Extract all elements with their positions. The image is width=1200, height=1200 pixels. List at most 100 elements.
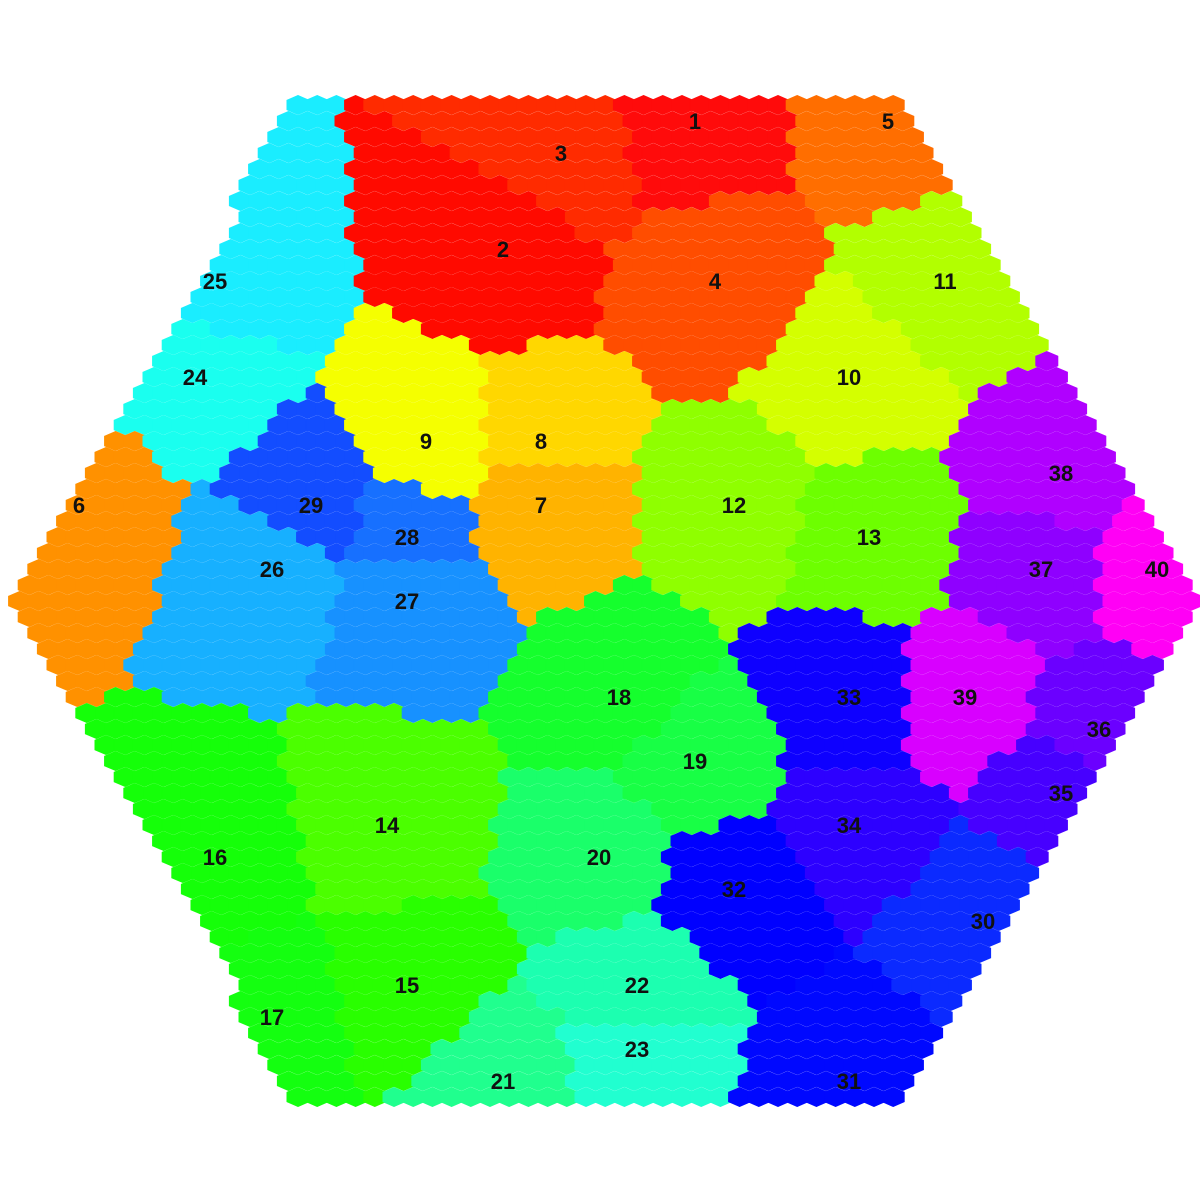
region-label-9: 9 xyxy=(420,429,432,454)
hex-cell-region-30 xyxy=(939,990,963,1012)
region-label-4: 4 xyxy=(709,269,722,294)
hex-cell-region-31 xyxy=(900,1054,924,1076)
hex-cell-region-35 xyxy=(1035,830,1059,852)
hex-cell-region-30 xyxy=(1006,878,1030,900)
hex-cell-region-38 xyxy=(1035,350,1059,372)
region-label-38: 38 xyxy=(1049,461,1073,486)
hex-cell-region-40 xyxy=(1179,590,1200,612)
hex-cell-region-40 xyxy=(1150,542,1174,564)
hex-cell-region-11 xyxy=(987,270,1011,292)
hex-cell-region-40 xyxy=(1169,574,1193,596)
region-label-37: 37 xyxy=(1029,557,1053,582)
hex-cells xyxy=(8,94,1200,1108)
hex-cell-region-5 xyxy=(881,94,905,116)
hex-cell-region-40 xyxy=(1140,526,1164,548)
hex-cell-region-36 xyxy=(1140,654,1164,676)
hex-cell-region-30 xyxy=(948,974,972,996)
region-label-33: 33 xyxy=(837,685,861,710)
region-label-23: 23 xyxy=(625,1037,649,1062)
hex-cell-region-40 xyxy=(1160,558,1184,580)
hex-cell-region-36 xyxy=(1121,686,1145,708)
hex-cell-region-40 xyxy=(1150,638,1174,660)
hex-cell-region-35 xyxy=(1025,846,1049,868)
hex-cell-region-30 xyxy=(1016,862,1040,884)
region-label-3: 3 xyxy=(555,141,567,166)
hex-cell-region-11 xyxy=(939,190,963,212)
hex-cell-region-30 xyxy=(968,942,992,964)
hex-cell-region-38 xyxy=(1083,430,1107,452)
hex-cell-region-30 xyxy=(958,958,982,980)
region-label-24: 24 xyxy=(183,365,208,390)
hex-cell-region-40 xyxy=(1121,494,1145,516)
region-label-7: 7 xyxy=(535,493,547,518)
hex-cell-region-38 xyxy=(1102,462,1126,484)
hex-cell-region-38 xyxy=(1054,382,1078,404)
hex-cell-region-35 xyxy=(1064,782,1088,804)
hex-cell-region-31 xyxy=(891,1070,915,1092)
region-label-16: 16 xyxy=(203,845,227,870)
hex-cell-region-36 xyxy=(1083,750,1107,772)
region-label-6: 6 xyxy=(73,493,85,518)
region-label-17: 17 xyxy=(260,1005,284,1030)
hex-cell-region-40 xyxy=(1131,510,1155,532)
hex-cell-region-38 xyxy=(1064,398,1088,420)
region-label-21: 21 xyxy=(491,1069,515,1094)
region-label-5: 5 xyxy=(882,109,894,134)
region-label-30: 30 xyxy=(971,909,995,934)
hex-cell-region-5 xyxy=(920,158,944,180)
hex-cell-region-11 xyxy=(1016,318,1040,340)
hex-cell-region-11 xyxy=(948,206,972,228)
region-label-28: 28 xyxy=(395,525,419,550)
hex-cell-region-30 xyxy=(929,1006,953,1028)
hex-cell-region-35 xyxy=(1044,814,1068,836)
region-label-20: 20 xyxy=(587,845,611,870)
hex-cell-region-35 xyxy=(1054,798,1078,820)
region-label-39: 39 xyxy=(953,685,977,710)
hex-cell-region-5 xyxy=(900,126,924,148)
hex-cell-region-30 xyxy=(987,910,1011,932)
region-label-13: 13 xyxy=(857,525,881,550)
region-label-36: 36 xyxy=(1087,717,1111,742)
hex-cell-region-36 xyxy=(1112,702,1136,724)
region-label-1: 1 xyxy=(689,109,701,134)
region-label-40: 40 xyxy=(1145,557,1169,582)
region-label-11: 11 xyxy=(933,269,956,294)
hex-cell-region-11 xyxy=(968,238,992,260)
region-label-19: 19 xyxy=(683,749,707,774)
hex-cell-region-11 xyxy=(977,254,1001,276)
hex-cell-region-11 xyxy=(1025,334,1049,356)
region-label-27: 27 xyxy=(395,589,419,614)
hex-cell-region-40 xyxy=(1169,606,1193,628)
region-label-8: 8 xyxy=(535,429,547,454)
region-label-12: 12 xyxy=(722,493,746,518)
hex-cell-region-11 xyxy=(958,222,982,244)
region-label-10: 10 xyxy=(837,365,861,390)
region-label-25: 25 xyxy=(203,269,227,294)
region-label-32: 32 xyxy=(722,877,746,902)
region-label-29: 29 xyxy=(299,493,323,518)
hex-cell-region-30 xyxy=(996,894,1020,916)
hex-cell-region-5 xyxy=(929,174,953,196)
hex-cell-region-11 xyxy=(996,286,1020,308)
hex-cell-region-36 xyxy=(1102,718,1126,740)
hex-cell-region-30 xyxy=(977,926,1001,948)
hex-cell-region-38 xyxy=(1112,478,1136,500)
hex-cell-region-35 xyxy=(1073,766,1097,788)
hex-cell-region-38 xyxy=(1073,414,1097,436)
region-label-34: 34 xyxy=(837,813,862,838)
region-label-18: 18 xyxy=(607,685,631,710)
region-label-31: 31 xyxy=(837,1069,861,1094)
hex-cell-region-31 xyxy=(910,1038,934,1060)
region-label-14: 14 xyxy=(375,813,400,838)
region-label-35: 35 xyxy=(1049,781,1073,806)
hex-cell-region-40 xyxy=(1160,622,1184,644)
region-label-15: 15 xyxy=(395,973,419,998)
hex-cell-region-36 xyxy=(1131,670,1155,692)
hex-cell-region-31 xyxy=(920,1022,944,1044)
region-label-22: 22 xyxy=(625,973,649,998)
region-label-26: 26 xyxy=(260,557,284,582)
region-label-2: 2 xyxy=(497,237,509,262)
